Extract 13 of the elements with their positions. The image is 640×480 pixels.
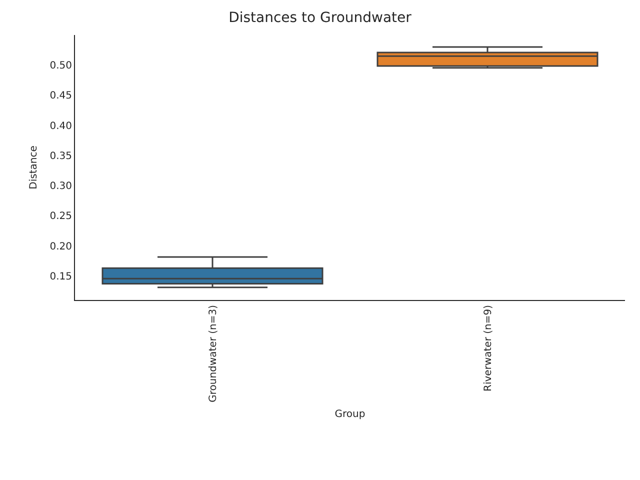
x-tick-label: Groundwater (n=3) bbox=[208, 304, 219, 402]
y-tick-label: 0.45 bbox=[50, 90, 72, 102]
x-axis-title: Group bbox=[334, 408, 366, 420]
y-tick-label: 0.40 bbox=[50, 120, 72, 132]
y-tick-label: 0.15 bbox=[50, 271, 72, 282]
y-tick-label: 0.30 bbox=[50, 181, 72, 192]
y-tick-label: 0.50 bbox=[50, 60, 72, 72]
y-axis-title: Distance bbox=[28, 146, 40, 190]
y-tick-label: 0.35 bbox=[50, 150, 72, 162]
x-tick-label: Riverwater (n=9) bbox=[482, 304, 494, 392]
y-tick-label: 0.25 bbox=[50, 211, 72, 222]
y-tick-label: 0.20 bbox=[50, 241, 72, 252]
chart-title: Distances to Groundwater bbox=[228, 10, 412, 26]
